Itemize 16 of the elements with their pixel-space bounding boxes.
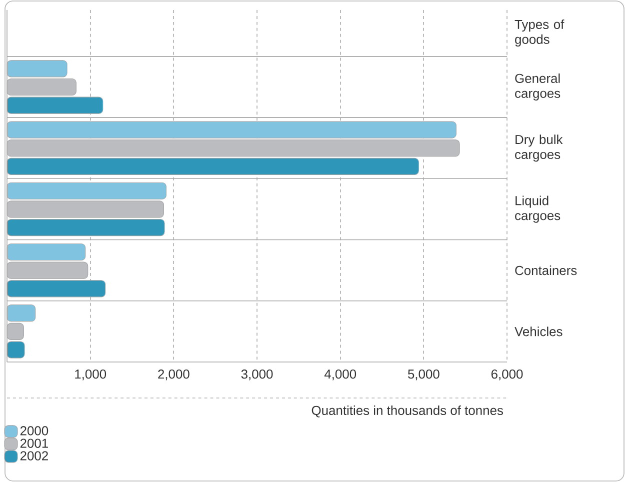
y-tick-label: Liquid cargoes [515, 196, 560, 223]
legend-label: 2002 [20, 451, 48, 460]
x-tick-label: 6,000 [491, 370, 523, 380]
legend-label: 2000 [20, 426, 48, 436]
y-tick-label: Containers [515, 266, 577, 276]
y-tick-label: General cargoes [515, 73, 560, 100]
x-tick-label: 2,000 [158, 370, 190, 380]
y-axis-title: Types of goods [514, 20, 564, 47]
legend-label: 2001 [20, 438, 48, 448]
y-tick-label: Dry bulk cargoes [515, 134, 563, 162]
x-tick-label: 3,000 [241, 370, 273, 380]
x-tick-label: 1,000 [75, 370, 106, 380]
x-axis-title: Quantities in thousands of tonnes [312, 406, 503, 418]
x-tick-label: 5,000 [408, 370, 440, 380]
x-tick-label: 4,000 [324, 370, 356, 380]
y-tick-label: Vehicles [514, 326, 562, 336]
